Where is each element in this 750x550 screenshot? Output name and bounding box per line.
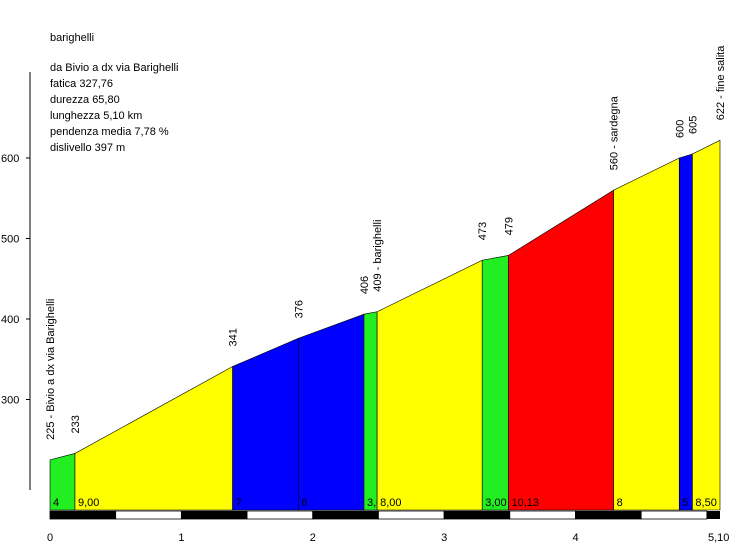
- segment-gradient-label: 10,13: [511, 497, 539, 509]
- route-info: da Bivio a dx via Barighelli fatica 327,7…: [50, 60, 178, 156]
- info-line: durezza 65,80: [50, 94, 120, 106]
- km-scale-block: [246, 510, 314, 520]
- segment-gradient-label: 8,00: [380, 497, 401, 509]
- elevation-label: 560 - sardegna: [609, 95, 621, 170]
- elevation-label: 406: [359, 276, 371, 294]
- elevation-label: 473: [477, 222, 489, 240]
- x-tick-label: 0: [47, 532, 53, 544]
- km-scale-block: [115, 510, 182, 520]
- segment-gradient-label: 8: [617, 497, 623, 509]
- info-line: fatica 327,76: [50, 78, 113, 90]
- y-tick-label: 500: [1, 234, 19, 246]
- y-tick-label: 400: [1, 314, 19, 326]
- info-line: lunghezza 5,10 km: [50, 110, 143, 122]
- y-tick-label: 600: [1, 153, 19, 165]
- profile-segment: [74, 365, 233, 511]
- x-tick-label: 1: [178, 532, 184, 544]
- profile-segment: [678, 153, 693, 511]
- km-scale-block: [180, 510, 248, 520]
- x-tick-label: 3: [441, 532, 447, 544]
- segment-gradient-label: 9,00: [78, 497, 99, 509]
- profile-segment: [613, 157, 680, 511]
- segment-gradient-label: 4: [53, 497, 59, 509]
- info-line: dislivello 397 m: [50, 142, 126, 154]
- elevation-label: 622 - fine salita: [715, 45, 727, 120]
- elevation-label: 225 - Bivio a dx via Barighelli: [45, 299, 57, 440]
- y-tick-label: 300: [1, 395, 19, 407]
- km-scale-block: [443, 510, 511, 520]
- km-scale-block: [575, 510, 642, 520]
- elevation-label: 605: [687, 116, 699, 134]
- segment-gradient-label: 6: [301, 497, 307, 509]
- km-scale-block: [509, 510, 576, 520]
- km-scale-block: [378, 510, 445, 520]
- x-tick-label: 4: [572, 532, 578, 544]
- segment-gradient-label: 5: [682, 497, 688, 509]
- x-tick-label: 5,10: [708, 532, 729, 544]
- elevation-label: 233: [70, 415, 82, 433]
- profile-segment: [508, 189, 614, 511]
- segment-gradient-label: 3,00: [485, 497, 506, 509]
- segment-gradient-label: 8,50: [695, 497, 716, 509]
- profile-segment: [363, 311, 378, 511]
- elevation-label: 600: [674, 120, 686, 138]
- profile-segment: [692, 139, 721, 511]
- km-scale-block: [640, 510, 708, 520]
- elevation-label: 376: [293, 300, 305, 318]
- elevation-label: 409 - barighelli: [372, 220, 384, 292]
- profile-segment: [376, 259, 483, 511]
- chart-title: barighelli: [50, 32, 95, 44]
- km-scale-block: [706, 511, 720, 519]
- km-scale-block: [312, 510, 379, 520]
- elevation-label: 479: [503, 217, 515, 235]
- x-tick-label: 2: [310, 532, 316, 544]
- profile-segment: [232, 337, 299, 511]
- info-line: pendenza media 7,78 %: [50, 126, 169, 138]
- profile-segment: [481, 255, 509, 511]
- info-line: da Bivio a dx via Barighelli: [50, 62, 179, 74]
- elevation-label: 341: [228, 328, 240, 346]
- segment-gradient-label: 7: [236, 497, 242, 509]
- profile-segment: [297, 313, 365, 511]
- km-scale-block: [49, 510, 117, 520]
